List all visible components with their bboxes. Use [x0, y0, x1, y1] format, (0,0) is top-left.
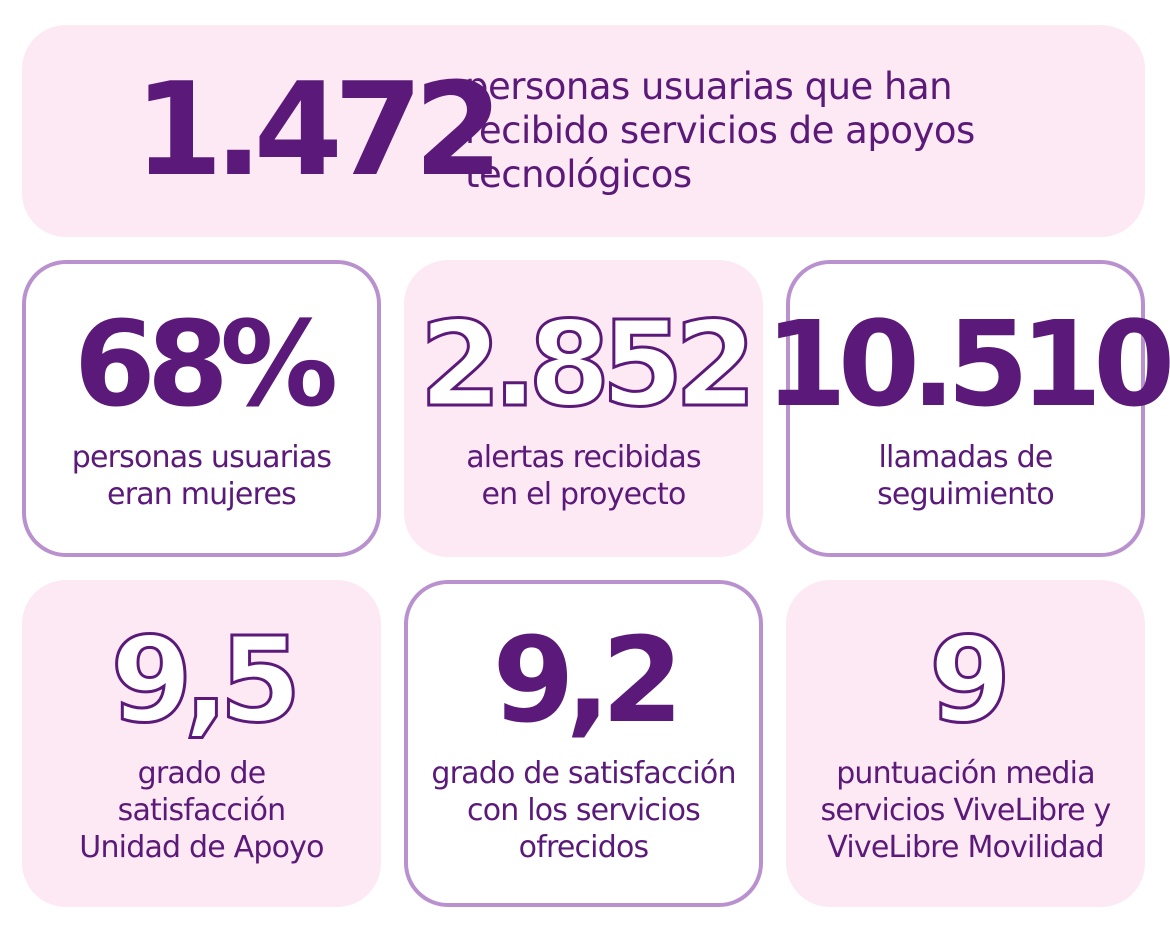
stat-card: 9,2 grado de satisfacción con los servicio… — [404, 580, 763, 907]
stat-label: ViveLibre Movilidad — [827, 830, 1104, 865]
stat-label: con los servicios — [467, 793, 701, 828]
stat-number: 9,5 — [109, 611, 303, 749]
stat-label: puntuación media — [836, 756, 1095, 791]
stat-number: 2.852 — [418, 294, 758, 433]
stat-number: 9 — [927, 611, 1012, 749]
stat-label: personas usuarias — [71, 439, 332, 475]
stat-number: 9,2 — [492, 611, 683, 749]
stat-label: seguimiento — [877, 476, 1055, 512]
hero-line: recibido servicios de apoyos — [465, 109, 975, 152]
stat-label: servicios ViveLibre y — [820, 793, 1112, 828]
stat-number: 68% — [73, 294, 338, 433]
stat-number: 10.510 — [764, 294, 1170, 433]
hero-card: 1.472 personas usuarias que han recibido … — [22, 25, 1145, 237]
stat-label: en el proyecto — [481, 476, 686, 512]
stat-card: 9,5 grado de satisfacción Unidad de Apoyo — [22, 580, 381, 907]
hero-number: 1.472 — [134, 56, 503, 205]
stat-label: alertas recibidas — [466, 439, 701, 475]
stat-label: grado de satisfacción — [431, 756, 736, 791]
stat-label: satisfacción — [117, 793, 287, 828]
stat-card: 10.510 llamadas de seguimiento — [765, 260, 1170, 557]
stat-card: 2.852 alertas recibidas en el proyecto — [404, 260, 763, 557]
stat-label: grado de — [137, 756, 267, 791]
hero-line: personas usuarias que han — [465, 65, 953, 108]
hero-text: personas usuarias que han recibido servic… — [465, 65, 975, 197]
stat-card: 68% personas usuarias eran mujeres — [22, 260, 381, 557]
stat-label: ofrecidos — [518, 830, 650, 865]
hero-line: tecnológicos — [465, 153, 692, 196]
stat-label: eran mujeres — [107, 476, 297, 512]
stat-label: Unidad de Apoyo — [79, 830, 324, 865]
stat-card: 9 puntuación media servicios ViveLibre y Vi… — [786, 580, 1145, 907]
stat-label: llamadas de — [878, 439, 1054, 475]
